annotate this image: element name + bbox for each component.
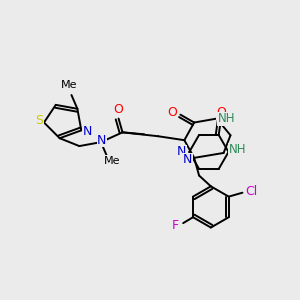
Text: Me: Me: [103, 156, 120, 166]
Text: Me: Me: [61, 80, 78, 90]
Text: N: N: [183, 153, 192, 166]
Text: S: S: [35, 114, 43, 127]
Text: O: O: [168, 106, 178, 119]
Text: Cl: Cl: [245, 185, 257, 198]
Text: NH: NH: [229, 143, 246, 157]
Text: NH: NH: [218, 112, 235, 125]
Text: O: O: [217, 106, 226, 119]
Text: O: O: [114, 103, 124, 116]
Text: F: F: [172, 219, 179, 232]
Text: N: N: [82, 125, 92, 138]
Text: N: N: [97, 134, 106, 147]
Text: N: N: [177, 146, 186, 158]
